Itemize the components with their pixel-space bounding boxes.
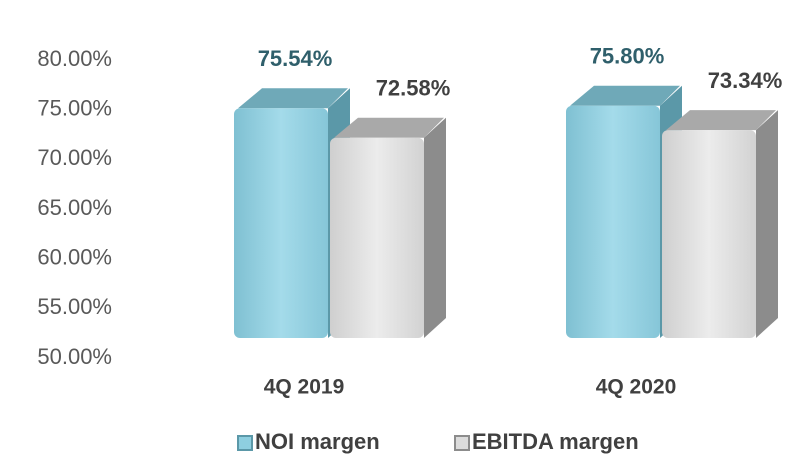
legend-marker	[454, 435, 470, 451]
y-tick-label: 60.00%	[37, 244, 112, 269]
value-label: 75.54%	[258, 46, 333, 71]
bar-top	[570, 85, 680, 106]
value-label: 72.58%	[376, 76, 451, 101]
y-tick-label: 65.00%	[37, 195, 112, 220]
y-tick-label: 50.00%	[37, 344, 112, 369]
x-tick-label: 4Q 2019	[264, 376, 345, 399]
y-tick-label: 80.00%	[37, 46, 112, 71]
bar	[662, 130, 756, 338]
bar-side	[424, 117, 446, 339]
y-tick-label: 70.00%	[37, 145, 112, 170]
value-label: 73.34%	[708, 68, 783, 93]
bar	[566, 105, 660, 338]
bar-top	[238, 88, 348, 109]
legend-marker	[237, 435, 253, 451]
bar-top	[334, 117, 444, 138]
bar	[234, 108, 328, 338]
value-label: 75.80%	[590, 44, 665, 69]
legend-label: NOI margen	[255, 429, 380, 454]
bar-top	[666, 110, 776, 131]
y-tick-label: 75.00%	[37, 95, 112, 120]
bar-side	[756, 110, 778, 338]
x-tick-label: 4Q 2020	[596, 376, 677, 399]
y-tick-label: 55.00%	[37, 294, 112, 319]
bar	[330, 137, 424, 338]
legend-label: EBITDA margen	[472, 429, 639, 454]
